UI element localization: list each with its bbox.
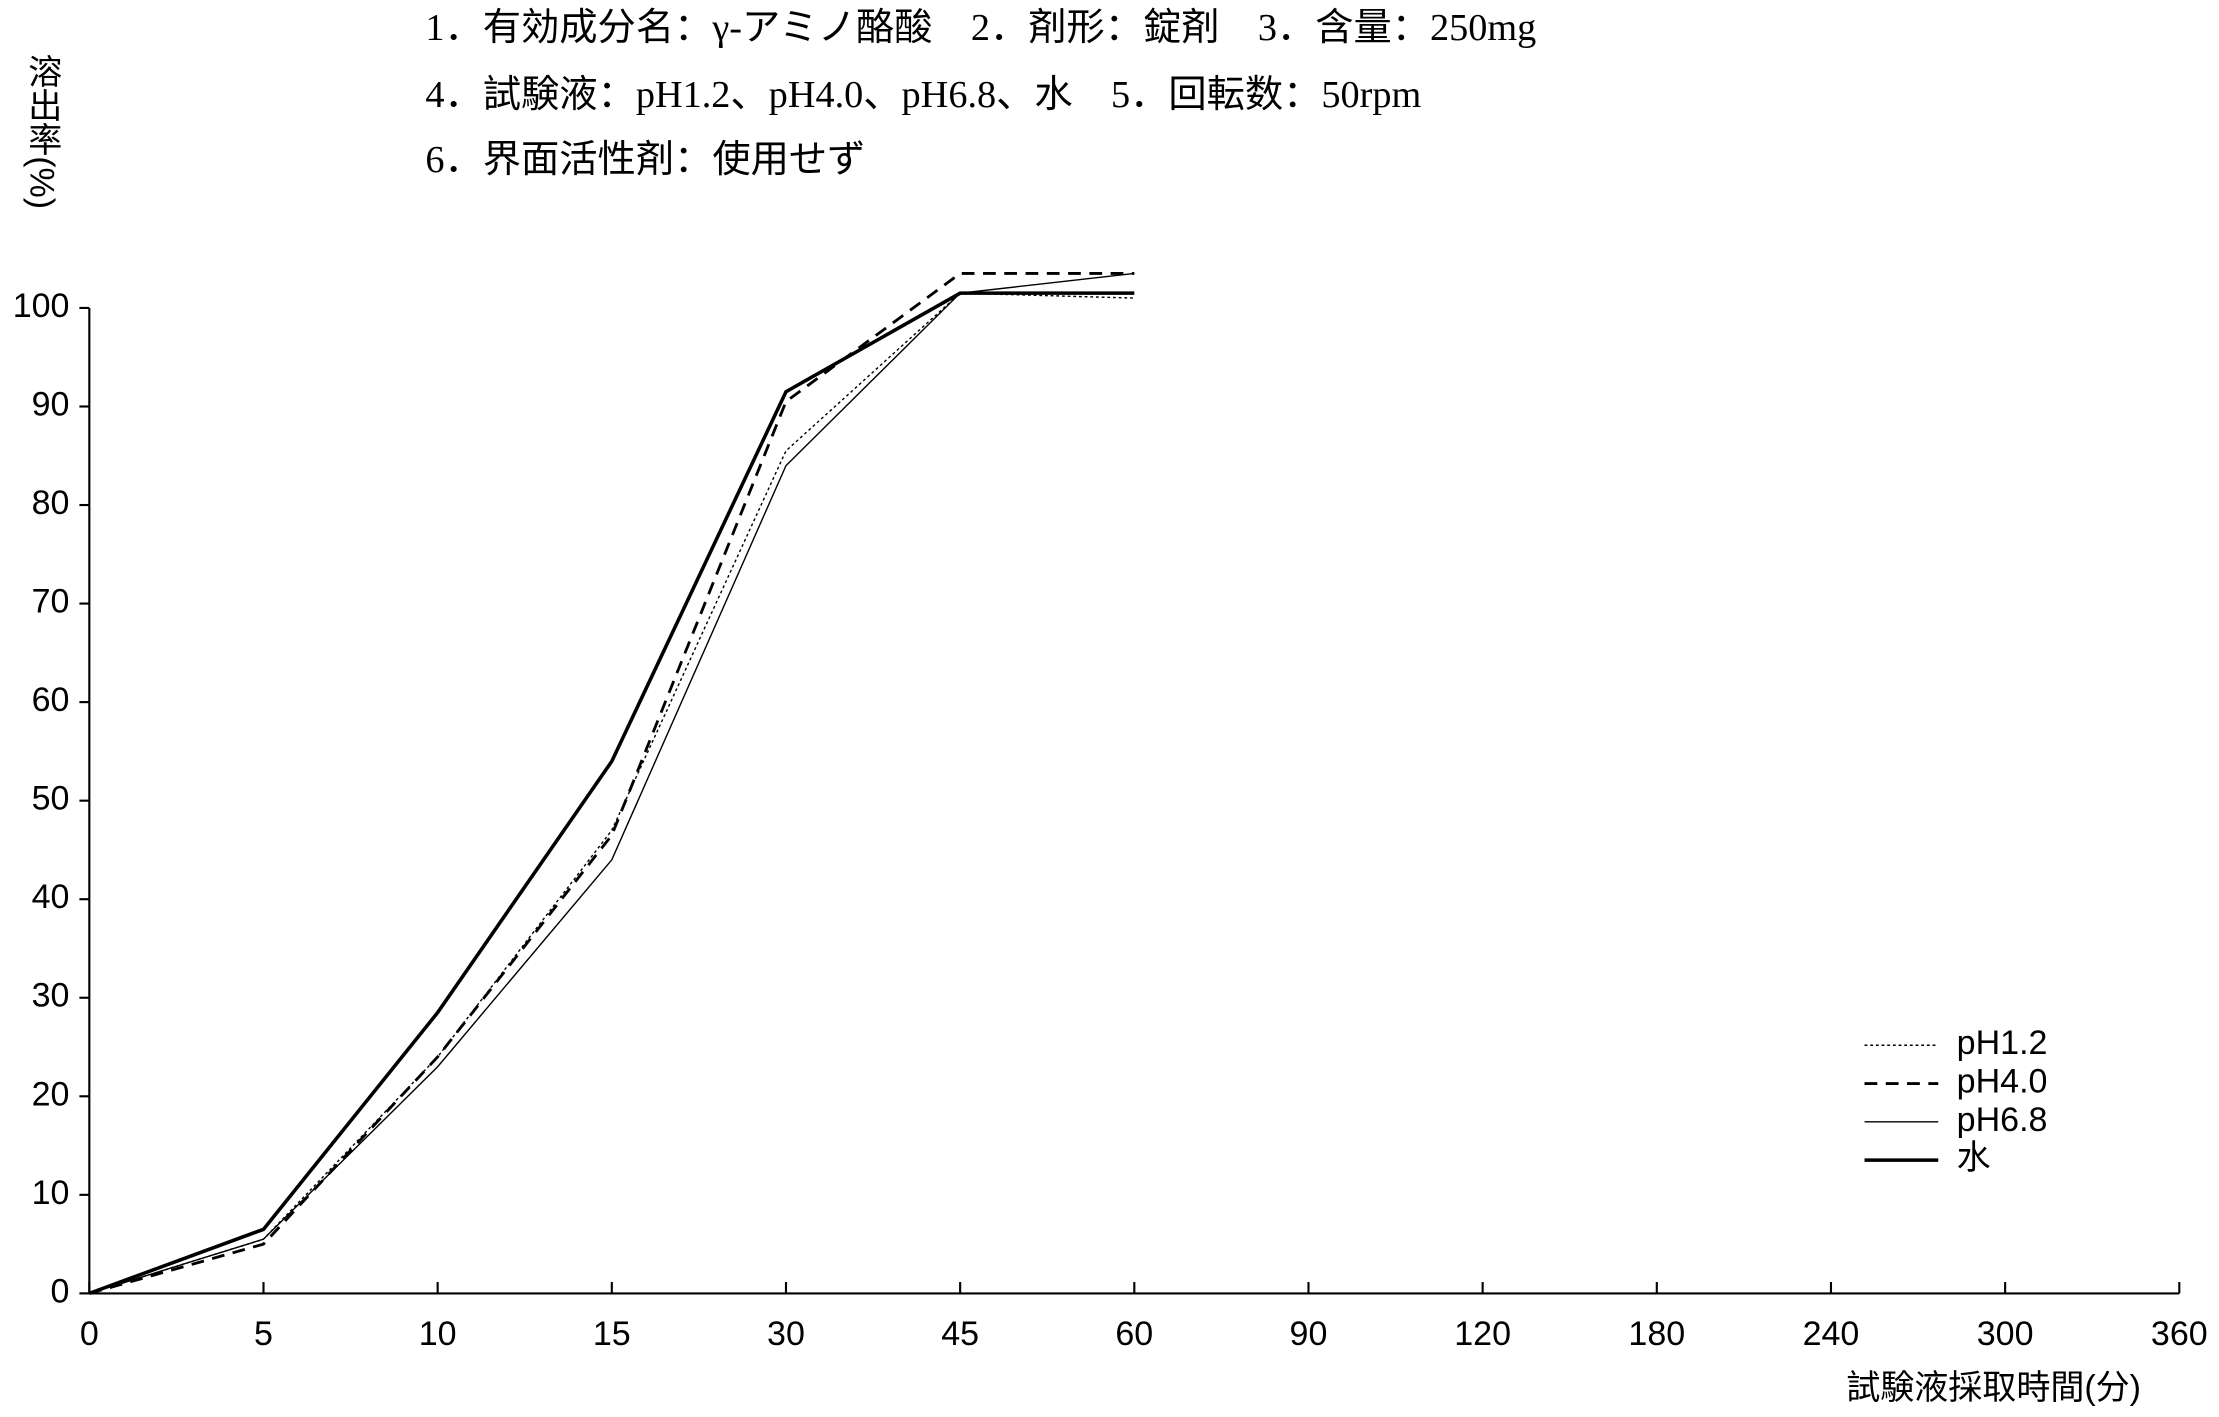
chart-title-line: 1．有効成分名：γ-アミノ酪酸 2．剤形：錠剤 3．含量：250mg [425,6,1536,49]
y-tick-label: 100 [13,287,70,325]
chart-title-line: 4．試験液：pH1.2、pH4.0、pH6.8、水 5．回転数：50rpm [425,73,1421,116]
y-tick-label: 20 [32,1075,70,1113]
x-tick-label: 240 [1803,1315,1860,1353]
x-tick-label: 180 [1628,1315,1685,1353]
x-tick-label: 15 [593,1315,631,1353]
y-tick-label: 50 [32,780,70,818]
x-tick-label: 5 [254,1315,273,1353]
x-tick-label: 60 [1115,1315,1153,1353]
y-tick-label: 60 [32,681,70,719]
y-tick-label: 40 [32,878,70,916]
legend-label: pH6.8 [1957,1101,2048,1139]
x-tick-label: 45 [941,1315,979,1353]
y-tick-label: 30 [32,977,70,1015]
x-tick-label: 30 [767,1315,805,1353]
chart-title-line: 6．界面活性剤：使用せず [425,138,865,181]
legend-label: 水 [1957,1139,1991,1177]
y-tick-label: 90 [32,385,70,423]
x-tick-label: 300 [1977,1315,2034,1353]
series-line [88,291,1135,1296]
series-line [89,292,1135,1295]
y-tick-label: 80 [32,484,70,522]
legend-label: pH4.0 [1957,1063,2048,1101]
y-tick-label: 10 [32,1174,70,1212]
x-tick-label: 0 [80,1315,99,1353]
x-tick-label: 10 [419,1315,457,1353]
series-line [88,272,1135,1295]
y-tick-label: 0 [51,1272,70,1310]
series-line [89,272,1135,1295]
legend-label: pH1.2 [1957,1024,2048,1062]
x-tick-label: 360 [2151,1315,2208,1353]
x-axis-label: 試験液採取時間(分) [1846,1369,2141,1407]
y-axis-label: 溶出率(%) [23,54,61,209]
y-tick-label: 70 [32,583,70,621]
x-tick-label: 90 [1290,1315,1328,1353]
x-tick-label: 120 [1454,1315,1511,1353]
